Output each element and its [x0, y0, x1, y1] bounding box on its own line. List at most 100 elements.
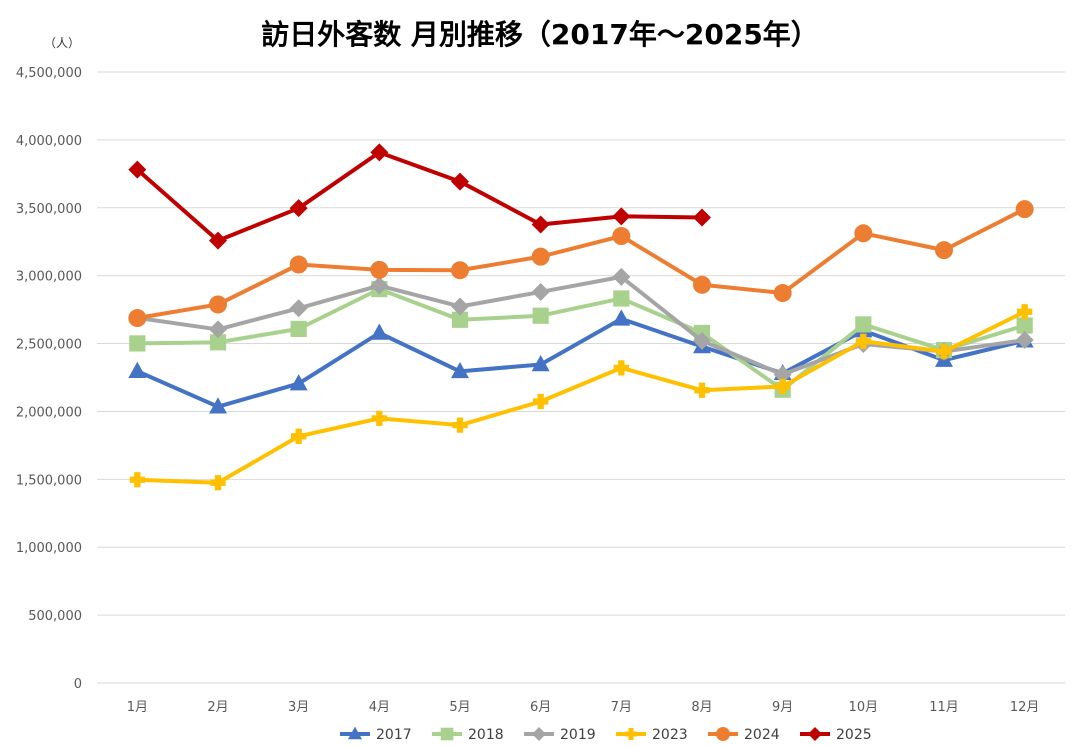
series-line-2023: [135, 309, 1027, 485]
data-point-2025: [128, 160, 147, 179]
data-point-2024: [209, 295, 227, 314]
x-tick-label: 11月: [929, 700, 959, 715]
legend-item-2019: 2019: [524, 727, 596, 743]
data-point-2024: [370, 260, 389, 279]
data-point-2024: [531, 247, 550, 266]
x-axis-tick-labels: 1月 2月 3月 4月 5月 6月 7月 8月 9月 10月 11月 12月: [127, 700, 1040, 715]
x-tick-label: 3月: [288, 700, 309, 715]
y-tick-label: 1,000,000: [16, 541, 82, 556]
data-point-2025: [289, 199, 308, 218]
legend-label: 2025: [836, 727, 872, 743]
legend-item-2023: 2023: [616, 727, 688, 743]
x-tick-label: 4月: [369, 700, 390, 715]
x-tick-label: 7月: [611, 700, 632, 715]
series-2024: [128, 200, 1034, 328]
data-point-2023: [936, 343, 952, 360]
data-point-2024: [1015, 200, 1034, 219]
data-point-2017: [612, 309, 631, 326]
data-point-2018: [290, 320, 307, 337]
y-tick-label: 2,500,000: [16, 338, 82, 353]
y-tick-label: 0: [74, 677, 82, 692]
data-point-2019: [693, 331, 711, 350]
legend-swatch-marker: [532, 727, 546, 741]
data-point-2025: [612, 207, 631, 226]
y-tick-label: 3,500,000: [16, 202, 82, 217]
legend-item-2024: 2024: [708, 727, 780, 743]
data-point-2023: [775, 378, 791, 395]
series-line-2025: [135, 150, 704, 243]
y-tick-label: 2,000,000: [16, 405, 82, 420]
y-tick-label: 4,500,000: [16, 66, 82, 81]
data-point-2024: [289, 255, 308, 274]
data-point-2018: [532, 307, 549, 324]
data-point-2024: [128, 309, 147, 328]
y-tick-label: 1,500,000: [16, 473, 82, 488]
legend: 2017 2018 2019 2023 2024 2025: [340, 726, 872, 743]
y-axis-unit-label: （人）: [44, 36, 80, 50]
data-point-2024: [612, 227, 631, 246]
data-point-2023: [1017, 304, 1033, 320]
data-point-2017: [209, 397, 227, 414]
data-point-2017: [128, 361, 147, 379]
data-point-2025: [693, 208, 711, 227]
data-point-2019: [612, 267, 631, 286]
series-line-2017: [135, 316, 1027, 409]
legend-label: 2024: [744, 727, 780, 743]
legend-label: 2023: [652, 727, 688, 743]
data-point-2025: [209, 231, 227, 250]
data-point-2025: [370, 143, 389, 162]
series-line-2024: [135, 207, 1027, 321]
series-2023: [129, 304, 1033, 491]
chart-title: 訪日外客数 月別推移（2017年～2025年）: [261, 18, 819, 51]
data-point-2024: [854, 224, 873, 243]
x-tick-label: 5月: [449, 700, 470, 715]
data-point-2017: [531, 355, 550, 372]
gridlines: [97, 71, 1065, 684]
data-point-2018: [129, 335, 146, 352]
data-point-2023: [291, 428, 307, 444]
data-point-2024: [773, 284, 792, 303]
legend-item-2018: 2018: [432, 727, 504, 743]
data-point-2018: [613, 290, 630, 307]
y-axis-tick-labels: 0 500,000 1,000,000 1,500,000 2,000,000 2,500…: [16, 66, 82, 692]
x-tick-label: 12月: [1010, 700, 1040, 715]
x-tick-label: 8月: [691, 700, 712, 715]
data-point-2019: [209, 320, 227, 339]
data-point-2017: [451, 361, 469, 379]
data-point-2018: [855, 316, 872, 333]
legend-swatch-marker: [716, 727, 730, 741]
x-tick-label: 6月: [530, 700, 551, 715]
data-point-2018: [209, 334, 227, 351]
x-tick-label: 9月: [772, 700, 793, 715]
series-lines: [128, 143, 1034, 491]
data-point-2017: [370, 323, 389, 340]
x-tick-label: 10月: [849, 700, 879, 715]
series-2025: [128, 143, 711, 250]
data-point-2023: [613, 360, 629, 376]
data-point-2023: [129, 472, 145, 488]
legend-label: 2017: [376, 727, 412, 743]
data-point-2018: [451, 311, 469, 328]
data-point-2023: [371, 410, 387, 427]
data-point-2025: [451, 172, 469, 191]
legend-swatch-marker: [808, 727, 822, 741]
data-point-2019: [451, 297, 469, 316]
x-tick-label: 1月: [127, 700, 148, 715]
y-tick-label: 500,000: [28, 609, 82, 624]
data-point-2018: [1016, 317, 1033, 334]
data-point-2024: [693, 275, 711, 294]
legend-label: 2018: [468, 727, 504, 743]
data-point-2019: [531, 282, 550, 301]
data-point-2024: [935, 241, 953, 260]
data-point-2019: [773, 365, 792, 384]
data-point-2025: [531, 215, 550, 234]
legend-swatch-marker: [348, 726, 362, 740]
legend-swatch-marker: [440, 727, 454, 741]
series-line-2018: [135, 287, 1027, 392]
series-2019: [128, 267, 1034, 384]
x-tick-label: 2月: [207, 700, 228, 715]
data-point-2023: [855, 333, 871, 349]
data-point-2017: [289, 374, 308, 391]
legend-swatch-marker: [625, 728, 637, 740]
